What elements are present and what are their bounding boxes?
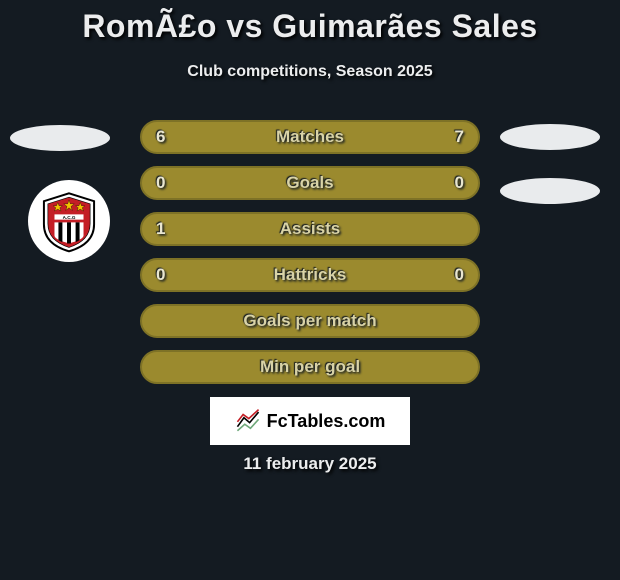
stat-left-value: 6 — [156, 127, 165, 147]
chart-lines-icon — [235, 408, 261, 434]
stat-left-value: 1 — [156, 219, 165, 239]
player-right-avatar-placeholder-2 — [500, 178, 600, 204]
stat-left-value: 0 — [156, 173, 165, 193]
svg-text:A.C.G: A.C.G — [63, 215, 76, 220]
fctables-logo[interactable]: FcTables.com — [210, 397, 410, 445]
stat-row-hattricks: 0 Hattricks 0 — [140, 258, 480, 292]
page-title: RomÃ£o vs Guimarães Sales — [0, 0, 620, 45]
stat-label: Goals per match — [243, 311, 376, 331]
player-left-avatar-placeholder — [10, 125, 110, 151]
stat-row-goals: 0 Goals 0 — [140, 166, 480, 200]
date-text: 11 february 2025 — [0, 454, 620, 474]
stat-left-value: 0 — [156, 265, 165, 285]
stat-label: Matches — [276, 127, 344, 147]
stat-row-goals-per-match: Goals per match — [140, 304, 480, 338]
club-shield-icon: A.C.G — [36, 188, 102, 254]
stat-right-value: 0 — [455, 173, 464, 193]
subtitle: Club competitions, Season 2025 — [0, 63, 620, 81]
stat-row-min-per-goal: Min per goal — [140, 350, 480, 384]
stat-label: Goals — [286, 173, 333, 193]
stat-row-assists: 1 Assists — [140, 212, 480, 246]
player-right-avatar-placeholder-1 — [500, 124, 600, 150]
stats-container: 6 Matches 7 0 Goals 0 1 Assists 0 Hattri… — [140, 120, 480, 396]
stat-label: Hattricks — [274, 265, 347, 285]
stat-row-matches: 6 Matches 7 — [140, 120, 480, 154]
stat-right-value: 7 — [455, 127, 464, 147]
club-badge: A.C.G — [28, 180, 110, 262]
stat-right-value: 0 — [455, 265, 464, 285]
fctables-logo-text: FcTables.com — [267, 411, 386, 432]
stat-label: Min per goal — [260, 357, 360, 377]
stat-label: Assists — [280, 219, 340, 239]
